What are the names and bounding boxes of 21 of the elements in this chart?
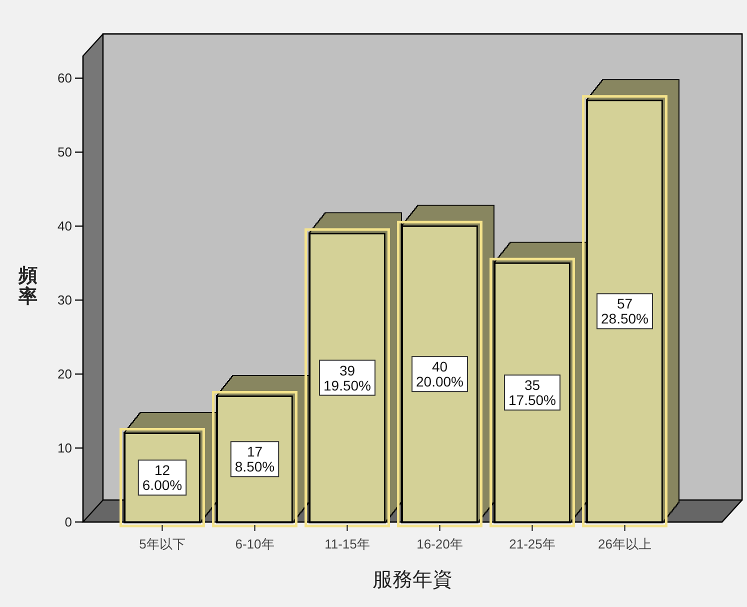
y-tick-label: 20	[58, 366, 72, 382]
y-tick-label: 50	[58, 144, 72, 160]
x-tick-label: 26年以上	[598, 536, 652, 552]
data-label: 40 20.00%	[416, 358, 464, 390]
data-label: 17 8.50%	[234, 444, 275, 475]
x-axis-title: 服務年資	[372, 569, 452, 591]
x-tick-label: 6-10年	[235, 536, 274, 552]
y-axis-title: 頻率	[18, 265, 38, 307]
data-label: 12 6.00%	[142, 462, 182, 494]
data-label: 39 19.50%	[324, 362, 371, 394]
y-tick-label: 40	[58, 218, 72, 234]
y-tick-label: 30	[58, 292, 72, 308]
y-tick-label: 60	[58, 70, 72, 86]
y-tick-label: 10	[58, 440, 72, 456]
x-tick-label: 21-25年	[509, 536, 556, 552]
x-tick-label: 11-15年	[324, 536, 370, 552]
y-tick-label: 0	[64, 514, 72, 530]
x-tick-label: 5年以下	[139, 536, 186, 552]
x-tick-label: 16-20年	[416, 536, 463, 552]
data-label: 35 17.50%	[508, 377, 556, 408]
data-label: 57 28.50%	[601, 296, 648, 327]
